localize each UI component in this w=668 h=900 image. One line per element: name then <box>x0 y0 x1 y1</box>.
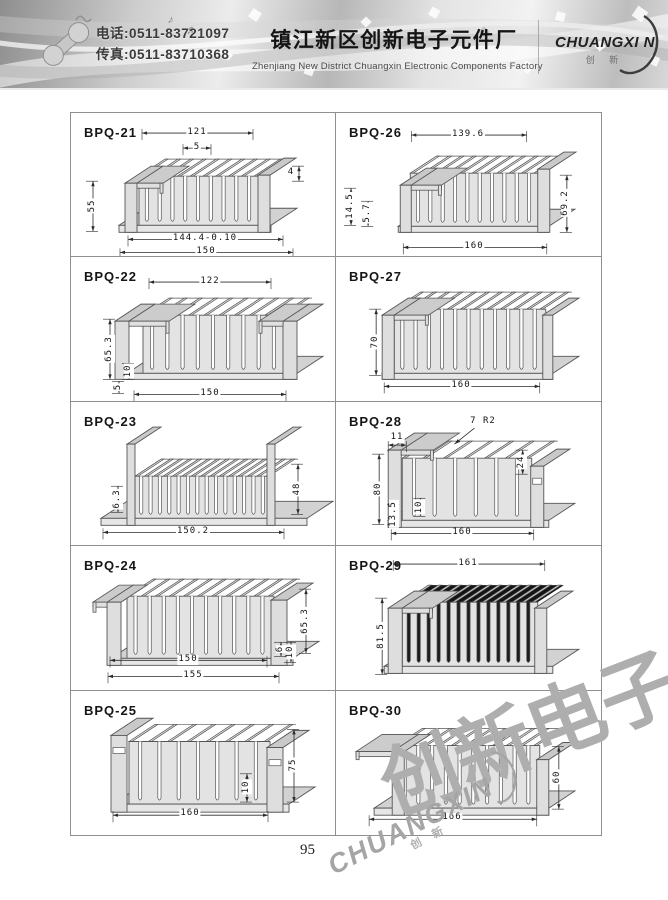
dim-top-width: 121 <box>186 127 208 138</box>
dim-height: 65.3 <box>300 607 311 636</box>
company-title-block: 镇江新区创新电子元件厂 Zhenjiang New District Chuan… <box>252 24 543 72</box>
dim-overall-width: 155 <box>182 670 204 682</box>
drawing-cell-bpq-23: BPQ-23 6.3 48 150.2 <box>71 401 336 547</box>
drawing-cell-bpq-26: BPQ-26 139.6 14.5 5.7 69.2 160 <box>336 113 601 258</box>
dim-lip-w: 11 <box>389 431 405 443</box>
company-name-en: Zhenjiang New District Chuangxin Electro… <box>252 61 543 72</box>
model-label: BPQ-27 <box>349 269 402 285</box>
drawing-cell-bpq-24: BPQ-24 65.3 6 10 150 155 <box>71 546 336 691</box>
heatsink-drawing <box>103 278 325 401</box>
dim-top-width: 161 <box>457 558 479 570</box>
dim-top-width: 122 <box>199 276 221 288</box>
page-header: ♪ ♬ 电话:0511-83721097 传真:0511-83710368 镇江… <box>0 0 668 90</box>
model-label: BPQ-28 <box>349 413 402 429</box>
model-label: BPQ-29 <box>349 558 402 574</box>
dim-overall-width: 166 <box>441 811 463 823</box>
drawing-cell-bpq-22: BPQ-22 122 65.3 10 5 150 <box>71 257 336 402</box>
dim-height: 81.5 <box>376 622 387 651</box>
heatsink-drawing <box>91 578 321 684</box>
dim-width-tol: 144.4-0.10 <box>171 233 239 244</box>
dim-height: 80 <box>373 481 384 497</box>
dim-overall-width: 150 <box>195 246 217 257</box>
dim-step-h: 5.7 <box>362 202 373 224</box>
dim-height: 65.3 <box>104 335 115 364</box>
model-label: BPQ-23 <box>84 413 137 429</box>
dim-overall-width: 160 <box>450 380 472 392</box>
phone-number: 电话:0511-83721097 <box>96 26 230 41</box>
dim-step-h: 13.5 <box>388 499 399 528</box>
heatsink-drawing <box>372 427 577 541</box>
dim-height: 75 <box>288 757 299 773</box>
model-label: BPQ-22 <box>84 269 137 285</box>
drawing-table: BPQ-21 121 5 4 55 144.4-0.10 150 BPQ-26 … <box>70 112 602 836</box>
drawing-cell-bpq-21: BPQ-21 121 5 4 55 144.4-0.10 150 <box>71 113 336 258</box>
dim-slot-d: 10 <box>414 499 425 515</box>
heatsink-drawing <box>344 131 578 255</box>
dim-base-t: 10 <box>285 644 296 660</box>
dim-fin-pitch: 5 <box>192 142 202 153</box>
dim-foot-h: 5 <box>113 383 124 392</box>
dim-height: 55 <box>87 198 98 214</box>
dim-base-t: 6.3 <box>112 488 123 510</box>
model-label: BPQ-30 <box>349 702 402 718</box>
dim-overall-width: 150.2 <box>175 525 211 537</box>
dim-side-h: 24 <box>516 454 527 470</box>
dim-height: 70 <box>370 334 381 350</box>
dim-flange-h: 14.5 <box>345 192 356 220</box>
heatsink-drawing <box>375 560 581 675</box>
model-label: BPQ-26 <box>349 125 402 140</box>
phone-cord-decor <box>75 15 92 23</box>
drawing-cell-bpq-30: BPQ-30 60 166 <box>336 691 601 835</box>
company-logo: CHUANGXI N 创 新 <box>546 14 664 76</box>
drawing-cell-bpq-25: BPQ-25 10 75 160 <box>71 690 336 835</box>
header-swoosh-decor <box>0 5 668 88</box>
dim-height: 69.2 <box>560 189 571 217</box>
model-label: BPQ-21 <box>84 125 137 140</box>
header-divider <box>538 20 539 74</box>
heatsink-drawing <box>99 426 335 540</box>
dim-slot-d: 10 <box>241 779 252 795</box>
dim-base-t: 10 <box>123 363 134 379</box>
drawing-cell-bpq-29: BPQ-29 161 81.5 <box>336 546 601 691</box>
fax-number: 传真:0511-83710368 <box>96 46 230 62</box>
dim-overall-width: 160 <box>179 807 201 819</box>
company-name-cn: 镇江新区创新电子元件厂 <box>270 29 518 52</box>
dim-overall-width: 160 <box>451 526 473 538</box>
logo-text: CHUANGXI N <box>554 34 655 51</box>
logo-subtext: 创 新 <box>585 55 625 65</box>
dim-overall-width: 160 <box>463 241 485 252</box>
heatsink-drawing <box>369 292 581 394</box>
phone-icon <box>42 15 92 66</box>
model-label: BPQ-24 <box>84 558 137 574</box>
page-number: 95 <box>300 842 315 858</box>
confetti-decor <box>223 5 661 77</box>
logo-swoosh-icon <box>619 14 659 75</box>
dim-lip: 4 <box>286 167 296 178</box>
heatsink-drawing <box>109 717 317 822</box>
dim-height: 60 <box>552 769 563 785</box>
dim-top-width: 139.6 <box>450 129 486 140</box>
contact-block: ♪ ♬ 电话:0511-83721097 传真:0511-83710368 <box>40 12 260 80</box>
dim-height: 48 <box>292 481 303 497</box>
drawing-cell-bpq-28: BPQ-28 7 R2 11 80 13.5 10 24 160 <box>336 402 601 547</box>
model-label: BPQ-25 <box>84 702 137 718</box>
dim-overall-width: 150 <box>199 388 221 400</box>
dim-inner-width: 150 <box>177 654 199 666</box>
dim-fin-note: 7 R2 <box>469 415 497 427</box>
drawing-cell-bpq-27: BPQ-27 70 160 <box>336 257 601 402</box>
